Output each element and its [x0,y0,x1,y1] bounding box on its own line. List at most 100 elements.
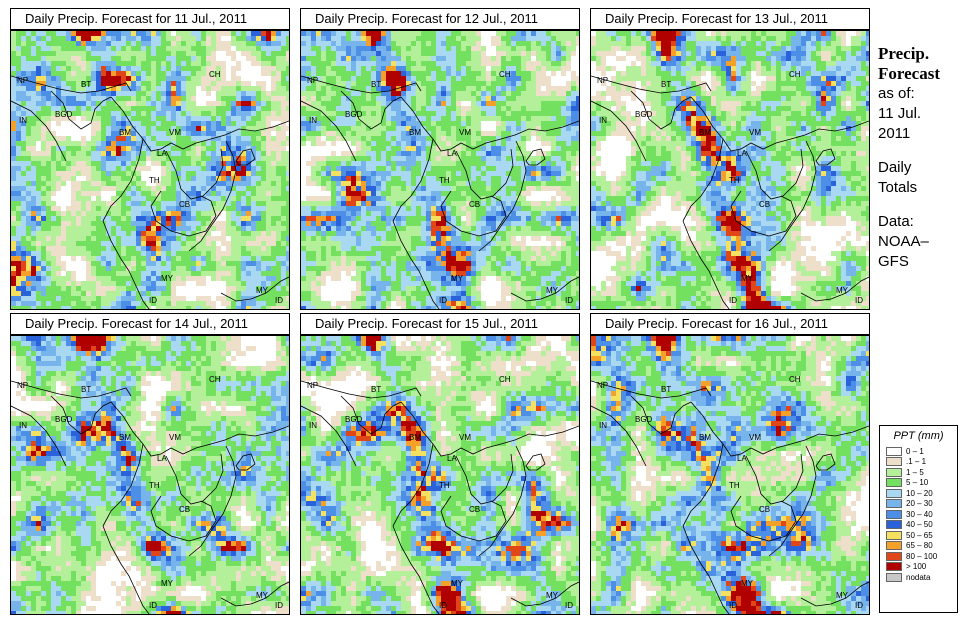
country-label: BM [409,433,421,442]
country-label: CB [759,505,770,514]
precip-map: NP BT BGD IN CH BM VM LA TH CB MY ID MY ID [300,30,580,310]
precip-map: NP BT BGD IN CH BM VM LA TH CB MY ID MY ID [590,30,870,310]
info-data-source-2: GFS [878,253,909,270]
country-label: BT [81,385,91,394]
country-label: IN [19,421,27,430]
legend-label: 30 – 40 [906,509,933,519]
legend-item: nodata [886,572,957,583]
country-label: CB [179,200,190,209]
legend-swatch [886,446,902,456]
country-label: TH [439,176,450,185]
country-label: CH [209,375,221,384]
country-borders [11,75,289,309]
country-labels: NP BT BGD IN CH BM VM LA TH CB MY ID MY ID [307,70,573,305]
country-label: TH [729,481,740,490]
legend-swatch [886,562,902,572]
country-borders [301,380,579,614]
legend-title: PPT (mm) [893,430,944,442]
country-label: MY [161,579,174,588]
legend-swatch [886,467,902,477]
legend-item: 10 – 20 [886,488,957,499]
precip-grid [11,336,289,614]
country-label: LA [447,454,457,463]
country-label: IN [599,421,607,430]
precip-grid [11,31,289,309]
precip-map: NP BT BGD IN CH BM VM LA TH CB MY ID MY ID [10,335,290,615]
legend-item: 50 – 65 [886,530,957,541]
country-label: CB [469,505,480,514]
country-label: BT [371,385,381,394]
country-label: ID [729,296,737,305]
country-label: MY [741,579,754,588]
legend-swatch [886,541,902,551]
legend-label: 20 – 30 [906,499,933,509]
country-label: BT [661,80,671,89]
country-label: NP [597,381,608,390]
country-label: TH [149,481,160,490]
country-label: ID [565,601,573,610]
legend-swatch [886,499,902,509]
legend-item: 0 – 1 [886,446,957,457]
panel-title: Daily Precip. Forecast for 14 Jul., 2011 [10,313,290,335]
country-label: LA [447,149,457,158]
country-label: BT [81,80,91,89]
legend-label: 1 – 5 [906,467,924,477]
country-label: CB [179,505,190,514]
country-label: IN [599,116,607,125]
legend-item: .1 – 1 [886,457,957,468]
country-borders [591,380,869,614]
country-borders [591,75,869,309]
country-label: ID [149,296,157,305]
precip-map: NP BT BGD IN CH BM VM LA TH CB MY ID MY ID [300,335,580,615]
country-label: ID [275,296,283,305]
info-heading-precip: Precip. [878,44,930,63]
country-borders [301,75,579,309]
legend-label: 10 – 20 [906,488,933,498]
country-label: BGD [55,415,73,424]
country-label: CH [499,375,511,384]
country-label: VM [749,128,761,137]
country-labels: NP BT BGD IN CH BM VM LA TH CB MY ID MY ID [597,70,863,305]
country-label: MY [451,274,464,283]
panel-title: Daily Precip. Forecast for 15 Jul., 2011 [300,313,580,335]
legend-label: nodata [906,572,931,582]
legend-swatch [886,509,902,519]
country-label: BM [119,433,131,442]
legend-label: 65 – 80 [906,541,933,551]
legend-label: > 100 [906,562,927,572]
panel-title: Daily Precip. Forecast for 13 Jul., 2011 [590,8,870,30]
legend-swatch [886,572,902,582]
country-label: MY [451,579,464,588]
country-label: CH [789,375,801,384]
country-label: VM [749,433,761,442]
country-label: NP [307,381,318,390]
country-label: ID [565,296,573,305]
country-label: CH [499,70,511,79]
legend-swatch [886,488,902,498]
country-label: ID [855,601,863,610]
country-label: IN [309,421,317,430]
country-label: VM [459,433,471,442]
country-label: BGD [635,110,653,119]
panel-title: Daily Precip. Forecast for 16 Jul., 2011 [590,313,870,335]
info-totals-1: Daily [878,159,912,176]
legend-label: 0 – 1 [906,446,924,456]
country-labels: NP BT BGD IN CH BM VM LA TH CB MY ID MY ID [17,70,283,305]
legend-item: 80 – 100 [886,551,957,562]
precip-grid [301,336,579,614]
legend-item: 30 – 40 [886,509,957,520]
forecast-info: Precip. Forecast as of: 11 Jul. 2011 Dai… [878,44,962,272]
country-label: LA [737,454,747,463]
precip-grid [591,336,869,614]
info-asof-date: 11 Jul. [878,105,922,122]
country-label: LA [157,149,167,158]
country-label: MY [836,286,849,295]
legend-item: 20 – 30 [886,499,957,510]
country-label: ID [855,296,863,305]
country-label: VM [169,128,181,137]
country-label: CB [759,200,770,209]
info-heading-forecast: Forecast [878,64,940,83]
country-label: ID [149,601,157,610]
